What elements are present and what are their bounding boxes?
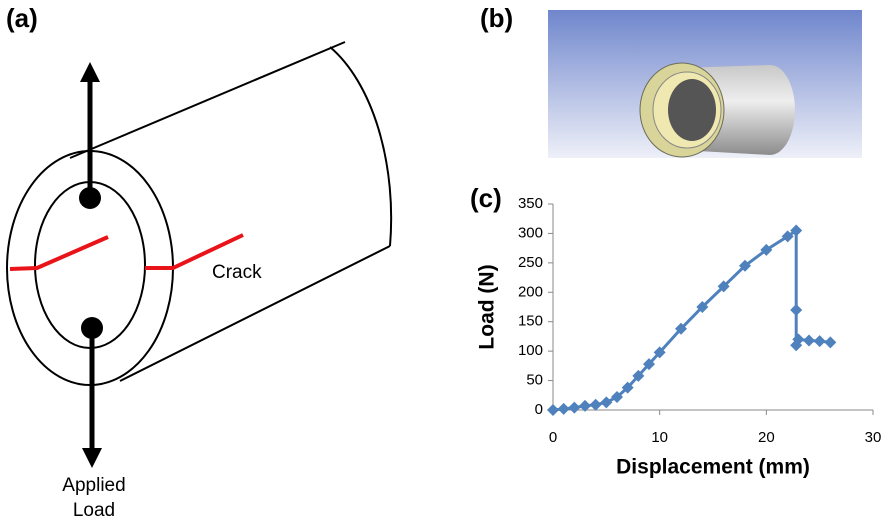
y-tick-label: 100 [518,342,543,359]
data-point [824,336,836,348]
y-tick-label: 150 [518,313,543,330]
x-tick-label: 20 [758,429,775,446]
data-point [790,304,802,316]
y-tick-label: 350 [518,195,543,212]
load-label: Load [73,500,115,521]
y-tick-label: 300 [518,224,543,241]
cylinder [7,42,391,385]
x-tick-label: 10 [651,429,668,446]
panel-label: (b) [480,3,513,33]
x-tick-label: 30 [865,429,882,446]
load-point [81,317,103,339]
chart: 0 50 100 150 200 250 300 350 0 10 20 30 Displacement… [476,195,882,479]
y-tick-label: 50 [526,372,543,389]
data-point [600,396,612,408]
data-point [547,404,559,416]
x-tick-label: 0 [549,429,557,446]
panel-label: (c) [470,183,502,213]
y-axis-title: Load (N) [476,264,499,349]
crack-line [10,237,108,269]
panel-label: (a) [6,3,38,33]
load-point [79,187,101,209]
data-line [553,230,830,410]
data-point [803,335,815,347]
data-point [568,402,580,414]
x-axis-title: Displacement (mm) [616,456,810,479]
y-tick-label: 200 [518,283,543,300]
y-tick-label: 250 [518,254,543,271]
crack-label: Crack [212,262,262,283]
figure: (a) Crack Applied Load (b) (c) 050100150… [0,0,888,521]
load-label: Applied [62,475,125,496]
page: (a) Crack Applied Load (b) (c) 050100150… [0,0,888,521]
data-point [558,403,570,415]
y-tick-label: 0 [535,401,543,418]
tube-render [640,63,795,157]
data-point [814,335,826,347]
data-point [590,399,602,411]
